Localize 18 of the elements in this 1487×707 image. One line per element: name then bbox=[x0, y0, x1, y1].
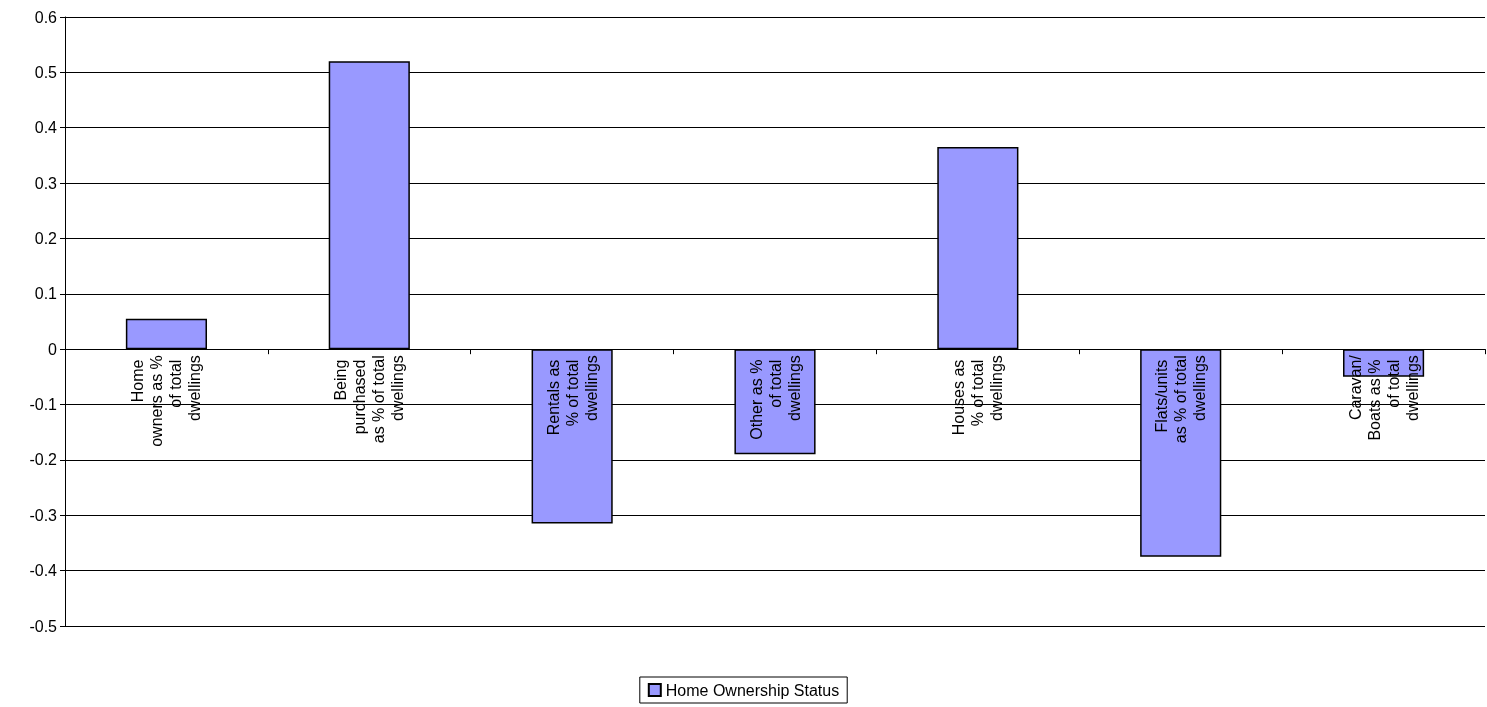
y-tick-label: 0.5 bbox=[34, 63, 58, 81]
bar bbox=[125, 318, 207, 350]
y-tick-label: 0.2 bbox=[34, 229, 58, 247]
y-tick-label: -0.3 bbox=[29, 506, 58, 524]
y-tick-label: 0.6 bbox=[34, 8, 58, 26]
y-tick-label: -0.2 bbox=[29, 451, 58, 469]
y-tick-label: 0.4 bbox=[34, 119, 58, 137]
y-tick-label: -0.5 bbox=[29, 617, 58, 635]
x-tick-label: Other as % of total dwellings bbox=[747, 355, 803, 440]
x-tick-label: Flats/units as % of total dwellings bbox=[1153, 355, 1209, 444]
legend-label: Home Ownership Status bbox=[665, 681, 840, 699]
y-tick-label: -0.1 bbox=[29, 396, 58, 414]
y-tick-label: 0 bbox=[48, 340, 58, 358]
y-tick-label: -0.4 bbox=[29, 562, 58, 580]
x-tick-label: Being purchased as % of total dwellings bbox=[332, 355, 407, 444]
y-tick-label: 0.3 bbox=[34, 174, 58, 192]
x-tick-label: Rentals as % of total dwellings bbox=[544, 355, 600, 436]
y-tick-label: 0.1 bbox=[34, 285, 58, 303]
